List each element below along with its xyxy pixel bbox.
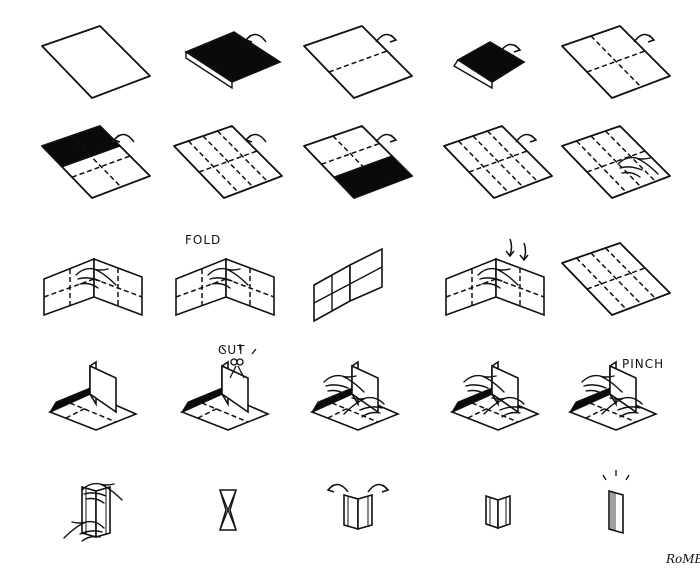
step-9-eighth-creases <box>444 126 552 198</box>
step-11-fold-with-hands <box>44 259 142 315</box>
step-1-blank <box>42 26 150 98</box>
pinch-label: PINCH <box>622 357 665 371</box>
step-2-hot-dog-folded <box>186 32 280 88</box>
step-23-booklet-spread <box>328 484 388 529</box>
step-16-tent-arrows <box>50 362 136 430</box>
step-18-tent-hands <box>312 362 398 430</box>
step-7-eighth-creases <box>174 126 282 198</box>
cut-label: CUT <box>218 343 246 357</box>
step-20-tent-pinch <box>570 362 656 430</box>
step-25-booklet-closed <box>603 470 629 533</box>
step-3-center-vertical-crease <box>304 26 412 98</box>
step-4-hamburger-folded <box>454 42 524 88</box>
step-8-bottom-flap-folded <box>304 126 412 198</box>
artist-signature: RoMB <box>666 552 700 566</box>
step-12-fold-with-hands <box>176 259 274 315</box>
step-5-quarter-creases <box>562 26 670 98</box>
step-17-tent-cut <box>182 344 268 430</box>
step-15-eighth-creases <box>562 243 670 315</box>
step-21-booklet-push <box>64 484 122 541</box>
step-13-folded-tent <box>314 249 382 321</box>
step-6-top-flap-folded <box>42 126 150 198</box>
fold-label: FOLD <box>185 233 222 247</box>
step-22-booklet-star <box>220 490 236 530</box>
step-24-booklet-small <box>486 496 510 528</box>
step-14-fold-with-hands <box>446 239 544 315</box>
step-19-tent-hands <box>452 362 538 430</box>
step-10-eighth-creases-hand <box>562 126 670 198</box>
